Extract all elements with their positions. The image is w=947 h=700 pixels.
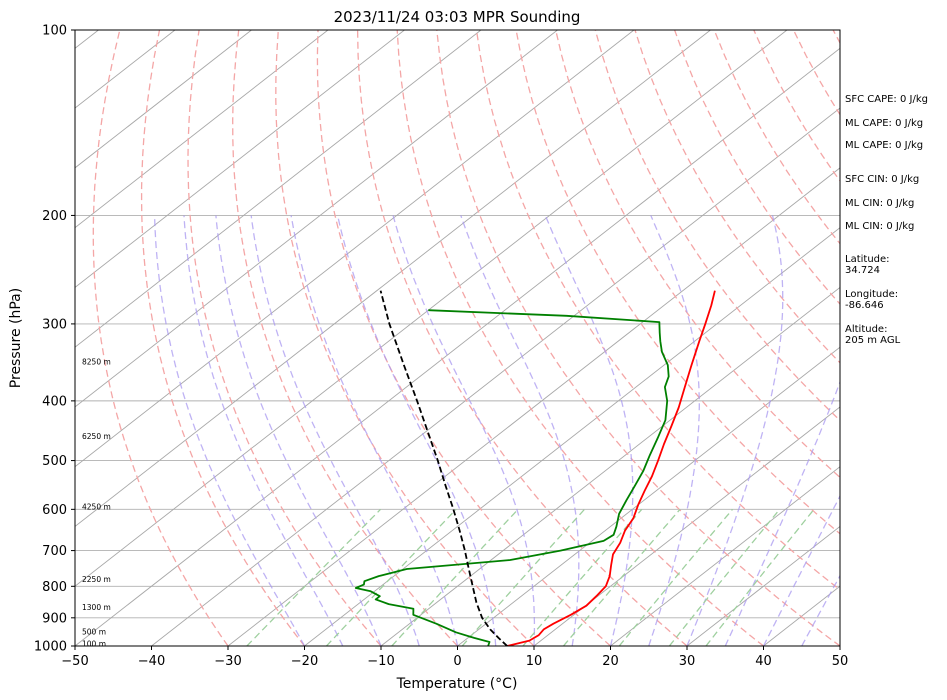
- x-tick-label: 10: [526, 654, 543, 669]
- dry-adiabat: [356, 30, 688, 646]
- isotherm-line: [75, 47, 840, 646]
- x-tick-label: 30: [679, 654, 696, 669]
- mixing-ratio-line: [326, 508, 457, 646]
- dry-adiabat: [555, 30, 840, 479]
- y-tick-label: 600: [42, 503, 67, 518]
- x-tick-label: 50: [832, 654, 849, 669]
- x-tick-label: 0: [453, 654, 461, 669]
- isotherm-line: [75, 30, 252, 169]
- x-tick-label: −20: [291, 654, 318, 669]
- x-axis-label: Temperature (°C): [396, 676, 518, 692]
- y-tick-label: 500: [42, 454, 67, 469]
- mixing-ratio-line: [668, 508, 781, 646]
- height-label: 1300 m: [82, 603, 111, 612]
- mixing-ratio-line: [618, 508, 734, 646]
- isotherm-line: [686, 525, 840, 646]
- isotherm-line: [380, 286, 840, 646]
- x-tick-label: −30: [214, 654, 241, 669]
- dry-adiabat: [187, 30, 382, 646]
- parcel-profile: [379, 290, 508, 646]
- mixing-ratio-line: [522, 508, 643, 646]
- y-tick-label: 800: [42, 580, 67, 595]
- isotherm-line: [75, 30, 635, 468]
- moist-adiabat: [686, 215, 784, 646]
- isotherm-line: [75, 30, 405, 288]
- moist-adiabat: [215, 215, 382, 646]
- mixing-ratio-line: [562, 508, 681, 646]
- height-label: 4250 m: [82, 503, 111, 512]
- dry-adiabat: [275, 30, 535, 646]
- isotherm-line: [533, 406, 840, 646]
- moist-adiabat: [153, 215, 306, 646]
- isotherm-line: [227, 167, 840, 646]
- x-tick-label: −50: [61, 654, 88, 669]
- dry-adiabat: [140, 30, 306, 646]
- isotherm-line: [610, 466, 840, 646]
- x-tick-label: 20: [602, 654, 619, 669]
- y-tick-label: 700: [42, 544, 67, 559]
- temperature-profile: [506, 290, 716, 646]
- moist-adiabat: [290, 215, 459, 646]
- plot-area: [75, 30, 840, 646]
- moist-adiabat: [460, 215, 580, 646]
- isotherm-line: [75, 30, 558, 408]
- y-tick-label: 100: [42, 24, 67, 39]
- dry-adiabat: [396, 30, 764, 646]
- height-label: 2250 m: [82, 575, 111, 584]
- height-label: 100 m: [82, 639, 106, 648]
- stats-annotation: ML CIN: 0 J/kg: [845, 221, 914, 232]
- y-tick-label: 300: [42, 317, 67, 332]
- mixing-ratio-line: [391, 508, 519, 646]
- isotherm-line: [75, 30, 482, 348]
- y-tick-label: 900: [42, 611, 67, 626]
- isotherm-line: [151, 107, 840, 646]
- dry-adiabat: [475, 30, 840, 591]
- dry-adiabat: [436, 30, 840, 646]
- height-label: 500 m: [82, 628, 106, 637]
- mixing-ratio-line: [705, 508, 815, 646]
- y-tick-label: 400: [42, 394, 67, 409]
- stats-annotation: ML CIN: 0 J/kg: [845, 198, 914, 209]
- chart-title: 2023/11/24 03:03 MPR Sounding: [334, 8, 581, 26]
- stats-annotation: Latitude: 34.724: [845, 254, 890, 276]
- height-label: 6250 m: [82, 432, 111, 441]
- height-label: 8250 m: [82, 357, 111, 366]
- moist-adiabat: [392, 215, 536, 646]
- stats-annotation: ML CAPE: 0 J/kg: [845, 140, 923, 151]
- moist-adiabat: [250, 215, 420, 646]
- stats-annotation: Altitude: 205 m AGL: [845, 324, 901, 346]
- dry-adiabat: [232, 30, 458, 646]
- dewpoint-profile: [354, 309, 670, 646]
- x-tick-label: 40: [755, 654, 772, 669]
- y-axis-label: Pressure (hPa): [8, 288, 24, 388]
- y-tick-label: 1000: [34, 640, 67, 655]
- mixing-ratio-line: [246, 508, 381, 646]
- dry-adiabat: [92, 30, 229, 646]
- x-tick-label: −40: [138, 654, 165, 669]
- mixing-ratio-line: [461, 508, 585, 646]
- isotherm-line: [304, 227, 840, 646]
- dry-adiabat: [594, 30, 840, 422]
- moist-adiabat: [183, 215, 344, 646]
- isotherm-line: [75, 30, 329, 229]
- x-tick-label: −10: [367, 654, 394, 669]
- moist-adiabat: [336, 215, 497, 646]
- dry-adiabat: [316, 30, 611, 646]
- stats-annotation: SFC CIN: 0 J/kg: [845, 174, 919, 185]
- isotherm-line: [75, 30, 788, 587]
- y-tick-label: 200: [42, 209, 67, 224]
- moist-adiabat: [544, 215, 634, 646]
- stats-annotation: SFC CAPE: 0 J/kg: [845, 94, 928, 105]
- stats-annotation: ML CAPE: 0 J/kg: [845, 118, 923, 129]
- isotherm-line: [75, 30, 711, 528]
- stats-annotation: Longitude: -86.646: [845, 289, 898, 311]
